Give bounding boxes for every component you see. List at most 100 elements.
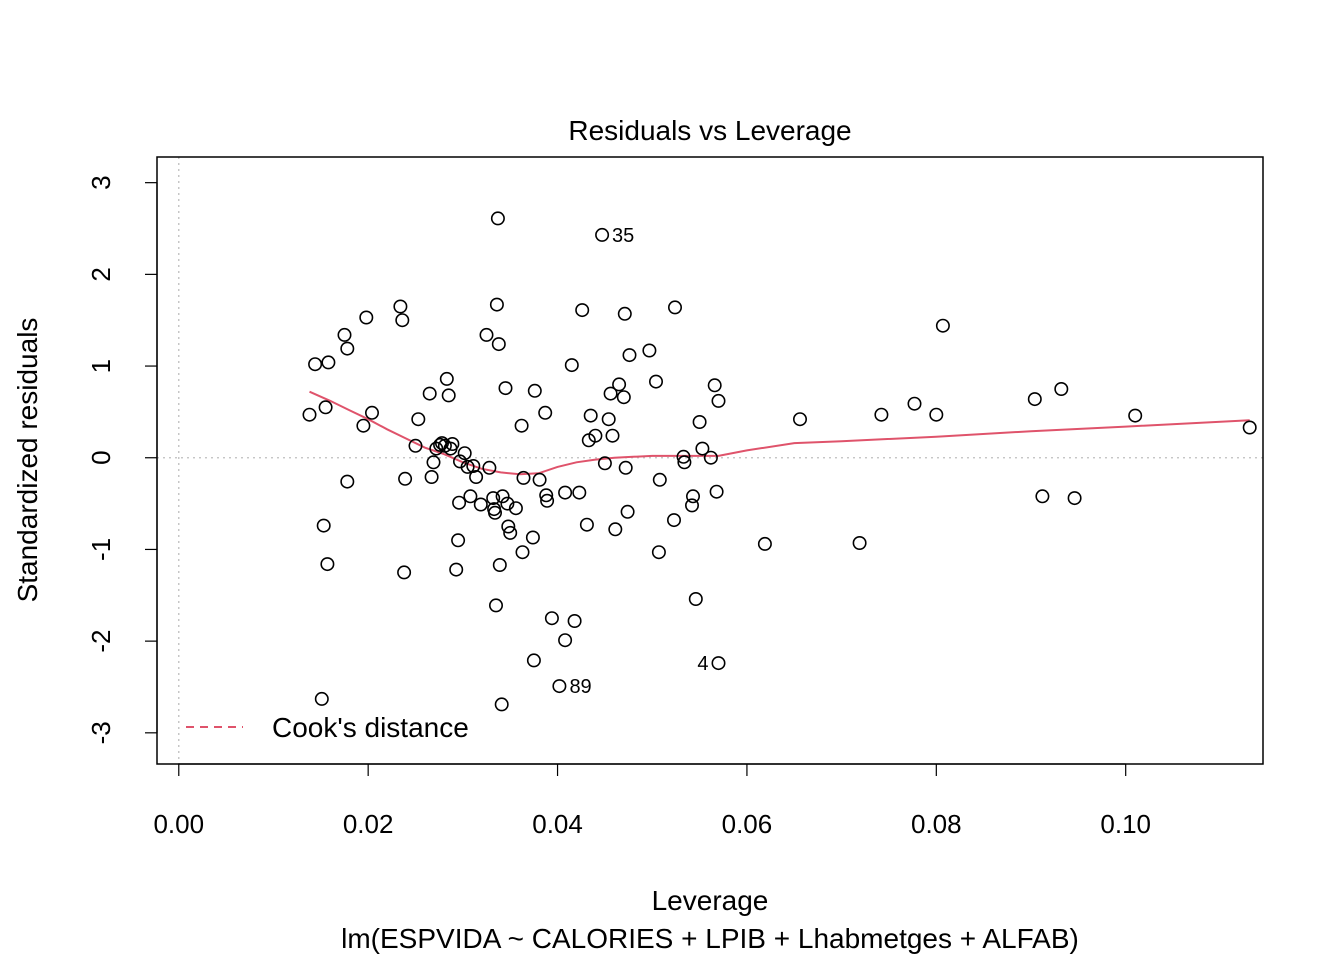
- data-point: [479, 327, 494, 342]
- data-point: [1035, 489, 1050, 504]
- data-point: [489, 297, 504, 312]
- data-point: [439, 371, 454, 386]
- data-point: [525, 530, 540, 545]
- data-point: [618, 460, 633, 475]
- data-point: [929, 407, 944, 422]
- point-labels-layer: 35 89 4: [569, 225, 708, 698]
- data-point: [792, 412, 807, 427]
- y-tick-label: 0: [86, 450, 116, 464]
- data-point: [648, 374, 663, 389]
- data-point: [514, 418, 529, 433]
- x-tick-label: 0.06: [722, 809, 773, 839]
- data-point: [652, 472, 667, 487]
- data-point: [488, 598, 503, 613]
- data-point: [359, 310, 374, 325]
- point-label: 89: [569, 676, 591, 698]
- data-point: [452, 495, 467, 510]
- data-point: [302, 407, 317, 422]
- data-point: [703, 450, 718, 465]
- point-label: 35: [612, 225, 634, 247]
- data-point: [617, 306, 632, 321]
- chart-title: Residuals vs Leverage: [568, 115, 851, 146]
- data-point: [558, 633, 573, 648]
- data-point: [575, 303, 590, 318]
- data-point: [473, 497, 488, 512]
- data-point: [426, 455, 441, 470]
- data-point: [695, 441, 710, 456]
- y-tick-label: -1: [86, 538, 116, 561]
- data-point: [564, 358, 579, 373]
- smoother-layer: [309, 390, 1250, 476]
- points-layer: [302, 211, 1257, 712]
- data-point: [935, 318, 950, 333]
- data-point: [588, 428, 603, 443]
- data-point: [340, 474, 355, 489]
- x-tick-label: 0.02: [343, 809, 394, 839]
- data-point: [1242, 420, 1257, 435]
- data-point: [320, 557, 335, 572]
- data-point: [544, 611, 559, 626]
- data-point: [314, 691, 329, 706]
- data-point: [492, 557, 507, 572]
- data-point: [469, 469, 484, 484]
- data-point: [449, 562, 464, 577]
- data-point: [395, 313, 410, 328]
- data-point: [1128, 408, 1143, 423]
- data-point: [503, 525, 518, 540]
- plot-frame: [156, 156, 1264, 765]
- data-point: [583, 408, 598, 423]
- data-point: [515, 545, 530, 560]
- data-point: [445, 436, 460, 451]
- data-point: [398, 471, 413, 486]
- data-point: [572, 485, 587, 500]
- data-point: [666, 513, 681, 528]
- data-point: [482, 460, 497, 475]
- data-point: [308, 357, 323, 372]
- legend-label-cooks-distance: Cook's distance: [272, 712, 469, 743]
- data-point: [907, 396, 922, 411]
- data-point: [852, 535, 867, 550]
- data-point: [605, 428, 620, 443]
- data-point: [316, 518, 331, 533]
- smoother-line: [309, 390, 1250, 476]
- model-formula-subtitle: lm(ESPVIDA ~ CALORIES + LPIB + Lhabmetge…: [341, 923, 1079, 954]
- data-point: [500, 496, 515, 511]
- data-point: [620, 504, 635, 519]
- data-point: [579, 517, 594, 532]
- data-point: [616, 390, 631, 405]
- data-point: [498, 381, 513, 396]
- data-point: [677, 455, 692, 470]
- data-point: [642, 343, 657, 358]
- legend: Cook's distance: [186, 712, 469, 743]
- data-point: [597, 456, 612, 471]
- data-point: [532, 472, 547, 487]
- reference-lines: [157, 157, 1263, 764]
- data-point: [494, 697, 509, 712]
- data-point: [540, 493, 555, 508]
- data-point: [612, 377, 627, 392]
- data-point: [397, 565, 412, 580]
- y-tick-label: -2: [86, 630, 116, 653]
- y-axis-label: Standardized residuals: [12, 318, 43, 603]
- data-point: [490, 211, 505, 226]
- data-point: [356, 418, 371, 433]
- data-point: [441, 388, 456, 403]
- x-axis: 0.00 0.02 0.04 0.06 0.08 0.10: [153, 763, 1151, 839]
- data-point: [595, 227, 610, 242]
- x-tick-label: 0.10: [1100, 809, 1151, 839]
- data-point: [651, 545, 666, 560]
- data-point: [538, 405, 553, 420]
- data-point: [684, 498, 699, 513]
- y-tick-label: 2: [86, 267, 116, 281]
- data-point: [508, 501, 523, 516]
- data-point: [608, 522, 623, 537]
- data-point: [526, 653, 541, 668]
- data-point: [603, 386, 618, 401]
- data-point: [501, 519, 516, 534]
- data-point: [622, 348, 637, 363]
- y-axis: -3 -2 -1 0 1 2 3: [86, 175, 158, 744]
- data-point: [408, 438, 423, 453]
- data-point: [757, 536, 772, 551]
- data-point: [711, 393, 726, 408]
